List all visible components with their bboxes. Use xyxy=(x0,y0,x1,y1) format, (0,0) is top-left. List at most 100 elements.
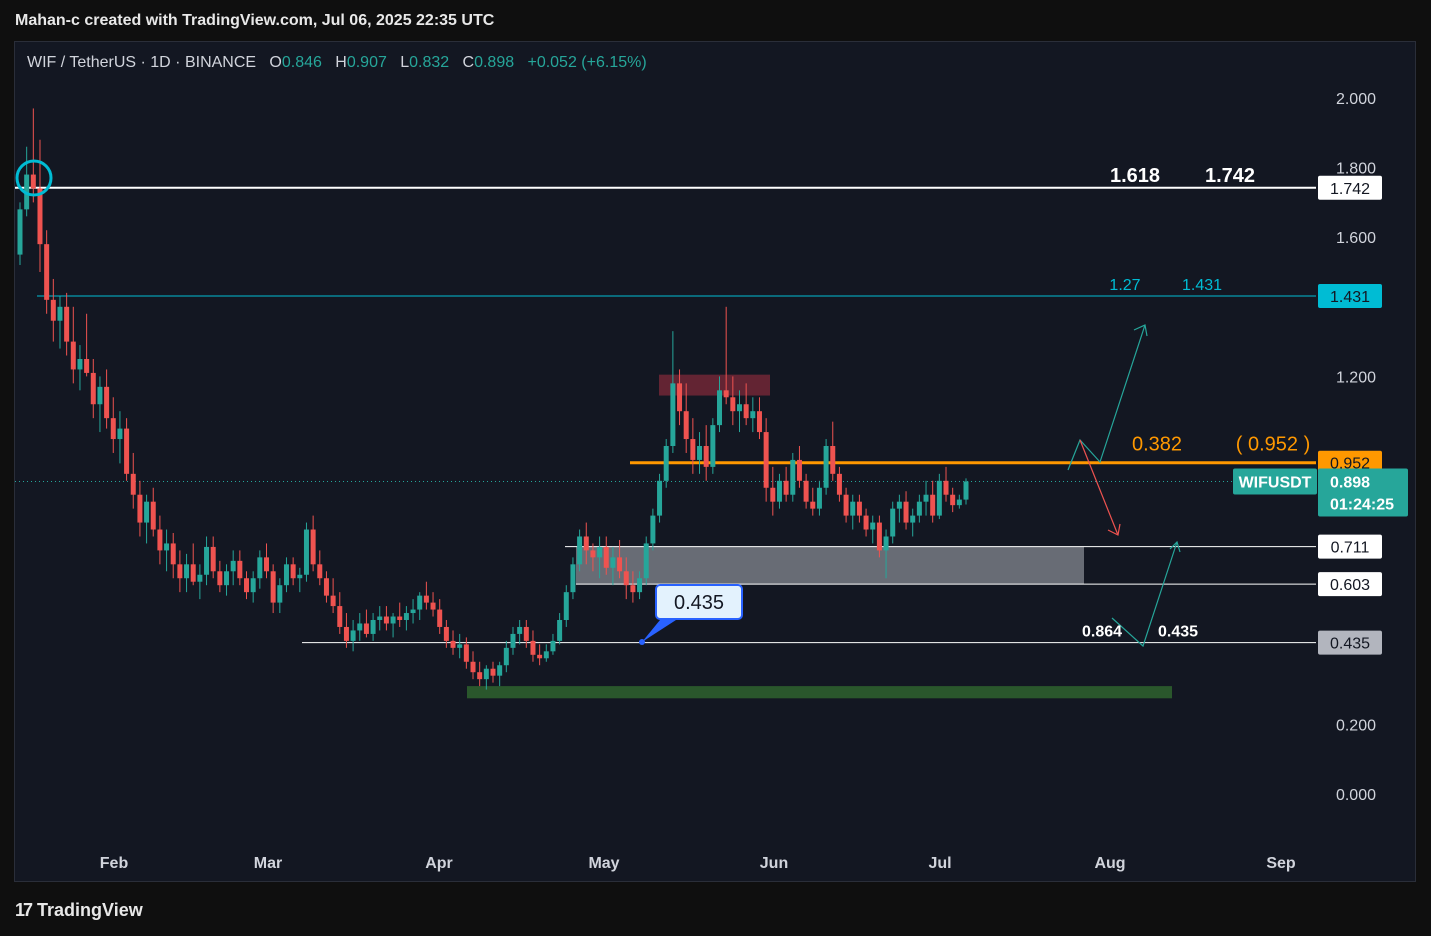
candle-body xyxy=(403,613,409,620)
candle xyxy=(37,139,43,272)
price-label-text: 0.603 xyxy=(1330,577,1370,594)
x-tick-label: May xyxy=(588,855,619,872)
high-label: H xyxy=(335,54,347,71)
candle-body xyxy=(550,640,556,652)
candle xyxy=(890,501,896,544)
candle xyxy=(257,550,263,589)
candle xyxy=(836,466,842,502)
candle xyxy=(30,108,36,203)
candle xyxy=(623,557,629,600)
candle-body xyxy=(283,564,289,586)
candle xyxy=(383,606,389,631)
y-tick-label: 1.600 xyxy=(1336,230,1376,247)
y-tick-label: 1.200 xyxy=(1336,369,1376,386)
candle-body xyxy=(410,609,416,614)
candle xyxy=(650,508,656,551)
candle-body xyxy=(776,480,782,502)
candle xyxy=(283,557,289,593)
candle xyxy=(70,306,76,384)
candle-body xyxy=(343,626,349,641)
tradingview-logo[interactable]: 17 TradingView xyxy=(15,900,143,921)
candle xyxy=(517,620,523,645)
arrow-head-up-2 xyxy=(1169,540,1181,553)
candle-body xyxy=(770,487,776,502)
candle xyxy=(490,661,496,683)
candle-body xyxy=(430,602,436,610)
candle xyxy=(530,630,536,662)
candle xyxy=(137,480,143,537)
candle xyxy=(343,613,349,648)
x-tick-label: Apr xyxy=(425,855,453,872)
price-label-bg xyxy=(1318,175,1382,200)
candle-body xyxy=(930,494,936,516)
candle-body xyxy=(90,372,96,405)
candle xyxy=(164,529,170,572)
candle xyxy=(823,439,829,495)
y-tick-label: 2.000 xyxy=(1336,91,1376,108)
tradingview-logo-icon: 17 xyxy=(15,900,33,920)
candle-body xyxy=(563,592,569,620)
candle-body xyxy=(603,546,609,568)
open-value: 0.846 xyxy=(281,54,322,71)
y-tick-label: 0.000 xyxy=(1336,787,1376,804)
candle xyxy=(850,494,856,530)
price-label-bg xyxy=(1318,572,1382,597)
candle xyxy=(816,480,822,516)
candle xyxy=(130,452,136,509)
support-zone xyxy=(576,546,1084,585)
candle-body xyxy=(437,609,443,627)
candle xyxy=(463,637,469,669)
candle xyxy=(950,487,956,513)
candle-body xyxy=(963,481,969,500)
candle-body xyxy=(836,473,842,495)
candle xyxy=(717,376,723,433)
candle xyxy=(50,278,56,342)
candle xyxy=(657,473,663,523)
labels-layer: 1.742 1.431 0.952 0.711 0.603 0.435 1.618 1.742… xyxy=(639,165,1408,655)
candle-body xyxy=(683,411,689,440)
fib-price-label: 1.742 xyxy=(1205,165,1255,187)
candle-body xyxy=(150,501,156,530)
candle-body xyxy=(64,306,70,342)
candle-body xyxy=(597,546,603,558)
candle xyxy=(776,473,782,509)
candle-body xyxy=(916,501,922,516)
candle-body xyxy=(137,494,143,523)
candle xyxy=(543,644,549,662)
candle-body xyxy=(470,661,476,673)
publish-credit: Mahan-c created with TradingView.com, Ju… xyxy=(15,12,495,29)
candle xyxy=(277,578,283,614)
low-label: L xyxy=(400,54,410,71)
candle xyxy=(237,550,243,586)
price-label-text: 1.431 xyxy=(1330,289,1370,306)
candle-body xyxy=(657,480,663,516)
candle-body xyxy=(263,557,269,572)
candle xyxy=(863,508,869,537)
top-bar: Mahan-c created with TradingView.com, Ju… xyxy=(0,0,1431,40)
candle-body xyxy=(497,665,503,676)
candle-body xyxy=(330,595,336,607)
candle-body xyxy=(97,386,103,405)
candle-body xyxy=(756,411,762,433)
candle-body xyxy=(217,571,223,586)
arrows-layer xyxy=(15,159,1181,648)
candle-body xyxy=(377,616,383,620)
candle xyxy=(44,230,50,314)
candle-body xyxy=(850,501,856,516)
candle-body xyxy=(863,515,869,530)
candle-body xyxy=(956,499,962,506)
candle-body xyxy=(197,574,203,582)
candle-body xyxy=(703,446,709,467)
price-label-1.742: 1.742 xyxy=(1318,175,1382,200)
candle-body xyxy=(190,564,196,582)
candle xyxy=(117,411,123,464)
candle-body xyxy=(77,359,83,370)
candle-body xyxy=(783,480,789,495)
price-label-bg xyxy=(1318,630,1382,655)
candle xyxy=(90,359,96,419)
candle xyxy=(697,432,703,474)
candle-body xyxy=(297,574,303,579)
candle xyxy=(64,292,70,356)
candle xyxy=(430,592,436,617)
